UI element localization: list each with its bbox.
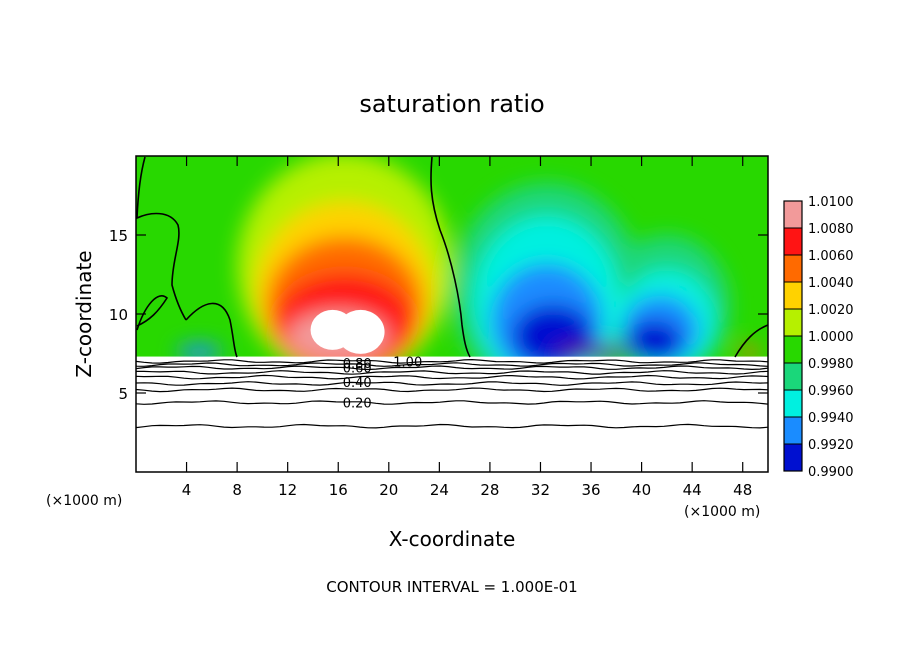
contour-label: 0.80: [343, 357, 372, 372]
colorbar-swatch: [784, 336, 802, 363]
x-tick-label: 48: [733, 481, 752, 499]
x-tick-label: 12: [278, 481, 297, 499]
contour-label: 0.20: [343, 396, 372, 411]
contour-label: 0.60: [343, 362, 372, 377]
colorbar-label: 1.0060: [808, 249, 854, 264]
colorbar-swatch: [784, 444, 802, 471]
x-tick-label: 44: [683, 481, 702, 499]
x-unit-left: (×1000 m): [46, 493, 122, 509]
unity-contour-left-blob: [136, 295, 169, 331]
x-tick-label: 28: [480, 481, 499, 499]
x-tick-label: 24: [430, 481, 449, 499]
y-tick-label: 10: [109, 306, 128, 324]
x-tick-label: 40: [632, 481, 651, 499]
colorbar: 1.0100 1.0080 1.0060 1.0040 1.0020 1.0000 0.99…: [783, 195, 854, 480]
colorbar-label: 0.9960: [808, 384, 854, 399]
x-tick-label: 20: [379, 481, 398, 499]
lower-contour-line: [136, 362, 768, 367]
lower-contour-line: [136, 374, 768, 380]
lower-contour-line: [136, 365, 768, 371]
x-tick-label: 4: [182, 481, 192, 499]
colorbar-label: 1.0100: [808, 195, 854, 210]
lower-region: [136, 356, 768, 472]
contour-label: 0.40: [343, 376, 372, 391]
plot-area: [136, 156, 768, 472]
colorbar-swatch: [784, 228, 802, 255]
colorbar-swatch: [784, 255, 802, 282]
colorbar-label: 0.9980: [808, 357, 854, 372]
lower-contour-line: [136, 400, 768, 405]
x-tick-label: 32: [531, 481, 550, 499]
lower-contours: [136, 356, 768, 472]
y-tick-label: 15: [109, 227, 128, 245]
field-blob: [176, 344, 222, 360]
colorbar-label: 0.9900: [808, 465, 854, 480]
lower-contour-line: [136, 387, 768, 393]
unity-contour-left-main: [185, 302, 238, 358]
colorbar-label: 0.9920: [808, 438, 854, 453]
x-axis-label: X-coordinate: [389, 527, 516, 551]
colorbar-swatch: [784, 417, 802, 444]
y-tick-label: 5: [118, 385, 128, 403]
contour-interval-note: CONTOUR INTERVAL = 1.000E-01: [326, 578, 577, 596]
chart-title: saturation ratio: [359, 90, 544, 118]
colorbar-swatch: [784, 201, 802, 228]
colorbar-label: 1.0080: [808, 222, 854, 237]
colorbar-swatch: [784, 282, 802, 309]
y-axis-label: Z-coordinate: [72, 250, 96, 377]
unity-contour-left-top: [136, 156, 187, 321]
lower-contour-line: [136, 423, 768, 429]
x-tick-label: 36: [581, 481, 600, 499]
colorbar-swatch: [784, 390, 802, 417]
colorbar-swatch: [784, 363, 802, 390]
lower-contour-line: [136, 358, 768, 364]
lower-contour-line: [136, 370, 768, 375]
y-axis: 5 10 15: [109, 227, 768, 403]
unity-contour-right: [734, 324, 768, 358]
saturation-field: [136, 156, 768, 398]
colorbar-label: 0.9940: [808, 411, 854, 426]
colorbar-label: 1.0020: [808, 303, 854, 318]
field-max-core: [336, 309, 385, 354]
x-axis: 4 8 12 16 20 24 28 32 36 40 44 48: [182, 156, 752, 499]
colorbar-label: 1.0000: [808, 330, 854, 345]
lower-contour-line: [136, 381, 768, 386]
unity-contours: [136, 156, 768, 358]
x-tick-label: 8: [232, 481, 242, 499]
field-blob: [738, 345, 760, 359]
colorbar-swatch: [784, 309, 802, 336]
unity-contour-mid: [430, 156, 471, 358]
colorbar-label: 1.0040: [808, 276, 854, 291]
x-tick-label: 16: [329, 481, 348, 499]
contour-labels: 1.00 0.800.600.40 0.20: [343, 355, 423, 411]
field-blob: [553, 344, 629, 360]
x-unit-right: (×1000 m): [684, 504, 760, 520]
field-blob: [626, 320, 683, 362]
contour-label: 1.00: [393, 355, 422, 370]
